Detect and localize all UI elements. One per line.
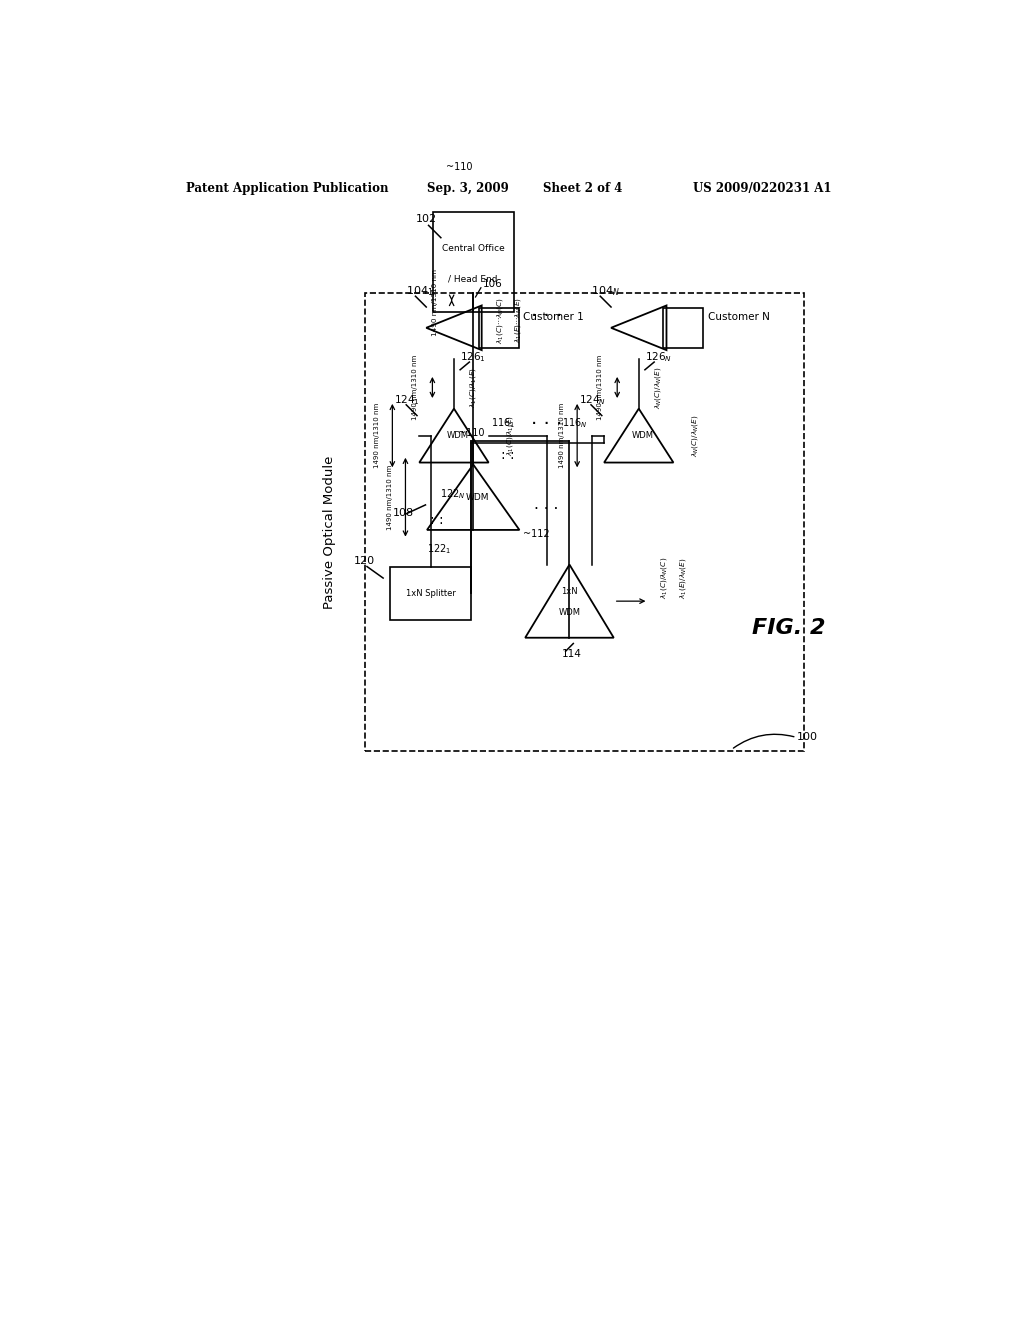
Text: . . .: . . . <box>535 498 558 512</box>
Text: US 2009/0220231 A1: US 2009/0220231 A1 <box>692 182 831 194</box>
Text: Sheet 2 of 4: Sheet 2 of 4 <box>543 182 622 194</box>
Text: $104_1$: $104_1$ <box>407 284 434 298</box>
Text: . . .: . . . <box>530 301 562 321</box>
Text: $\lambda_{N}(C)/\lambda_{N}(E)$: $\lambda_{N}(C)/\lambda_{N}(E)$ <box>690 414 700 457</box>
Text: 106: 106 <box>482 279 502 289</box>
Text: 120: 120 <box>354 556 375 566</box>
Text: WDM: WDM <box>465 492 488 502</box>
Text: 1xN Splitter: 1xN Splitter <box>406 589 456 598</box>
Text: Passive Optical Module: Passive Optical Module <box>323 455 336 609</box>
Text: $\lambda_1(E)\cdots\lambda_{N}(E)$: $\lambda_1(E)\cdots\lambda_{N}(E)$ <box>513 297 523 343</box>
Text: ~110: ~110 <box>458 428 484 438</box>
Text: $\lambda_1(C)/\lambda_1(E)$: $\lambda_1(C)/\lambda_1(E)$ <box>468 367 478 408</box>
Text: Central Office: Central Office <box>441 244 505 253</box>
Bar <box>478 308 518 348</box>
Text: Patent Application Publication: Patent Application Publication <box>186 182 388 194</box>
Text: $\lambda_1(C)/\lambda_{N}(C)$: $\lambda_1(C)/\lambda_{N}(C)$ <box>658 557 669 599</box>
Text: : :: : : <box>430 513 443 527</box>
Text: $122_1$: $122_1$ <box>427 543 452 557</box>
Text: 1490 nm/1310 nm: 1490 nm/1310 nm <box>413 355 419 420</box>
Text: 1xN: 1xN <box>561 587 578 597</box>
Text: $\lambda_{N}(C)/\lambda_{N}(E)$: $\lambda_{N}(C)/\lambda_{N}(E)$ <box>653 367 663 409</box>
Text: WDM: WDM <box>558 609 581 618</box>
Text: 1490 nm/1310 nm: 1490 nm/1310 nm <box>597 355 603 420</box>
Text: $\lambda_1(C)\cdots\lambda_{N}(C)$: $\lambda_1(C)\cdots\lambda_{N}(C)$ <box>496 297 505 343</box>
Text: WDM: WDM <box>632 432 653 440</box>
Text: ~110: ~110 <box>446 162 473 172</box>
Text: 1490 nm/1310 nm: 1490 nm/1310 nm <box>432 269 437 337</box>
Text: $116_N$: $116_N$ <box>562 416 588 430</box>
Bar <box>433 213 514 313</box>
Text: ~112: ~112 <box>523 529 550 539</box>
Text: : :: : : <box>501 447 515 462</box>
Text: Customer N: Customer N <box>708 312 770 322</box>
Text: 114: 114 <box>562 648 582 659</box>
Text: Customer 1: Customer 1 <box>523 312 584 322</box>
Text: 102: 102 <box>416 214 436 224</box>
Text: / Head End: / Head End <box>449 275 498 284</box>
Text: 100: 100 <box>797 733 817 742</box>
Text: $126_N$: $126_N$ <box>645 351 672 364</box>
Bar <box>664 308 703 348</box>
Text: 1490 nm/1310 nm: 1490 nm/1310 nm <box>387 465 393 529</box>
Text: FIG. 2: FIG. 2 <box>753 618 825 638</box>
Text: $104_N$: $104_N$ <box>591 284 620 298</box>
Text: 108: 108 <box>392 508 414 519</box>
Text: 1490 nm/1310 nm: 1490 nm/1310 nm <box>559 403 565 469</box>
Text: . . .: . . . <box>530 409 562 428</box>
Text: $124_N$: $124_N$ <box>579 393 606 407</box>
Text: Sep. 3, 2009: Sep. 3, 2009 <box>427 182 509 194</box>
Text: $126_1$: $126_1$ <box>460 351 486 364</box>
Text: $\lambda_1(C)/\lambda_1(E)$: $\lambda_1(C)/\lambda_1(E)$ <box>505 414 515 457</box>
Text: $122_N$: $122_N$ <box>440 487 466 502</box>
Text: $124_1$: $124_1$ <box>394 393 420 407</box>
Bar <box>390 566 471 620</box>
Text: $\lambda_1(E)/\lambda_{N}(E)$: $\lambda_1(E)/\lambda_{N}(E)$ <box>678 557 688 599</box>
Text: WDM: WDM <box>446 432 469 440</box>
Text: 1490 nm/1310 nm: 1490 nm/1310 nm <box>374 403 380 469</box>
Bar <box>366 293 804 751</box>
Text: $116_1$: $116_1$ <box>490 416 515 430</box>
